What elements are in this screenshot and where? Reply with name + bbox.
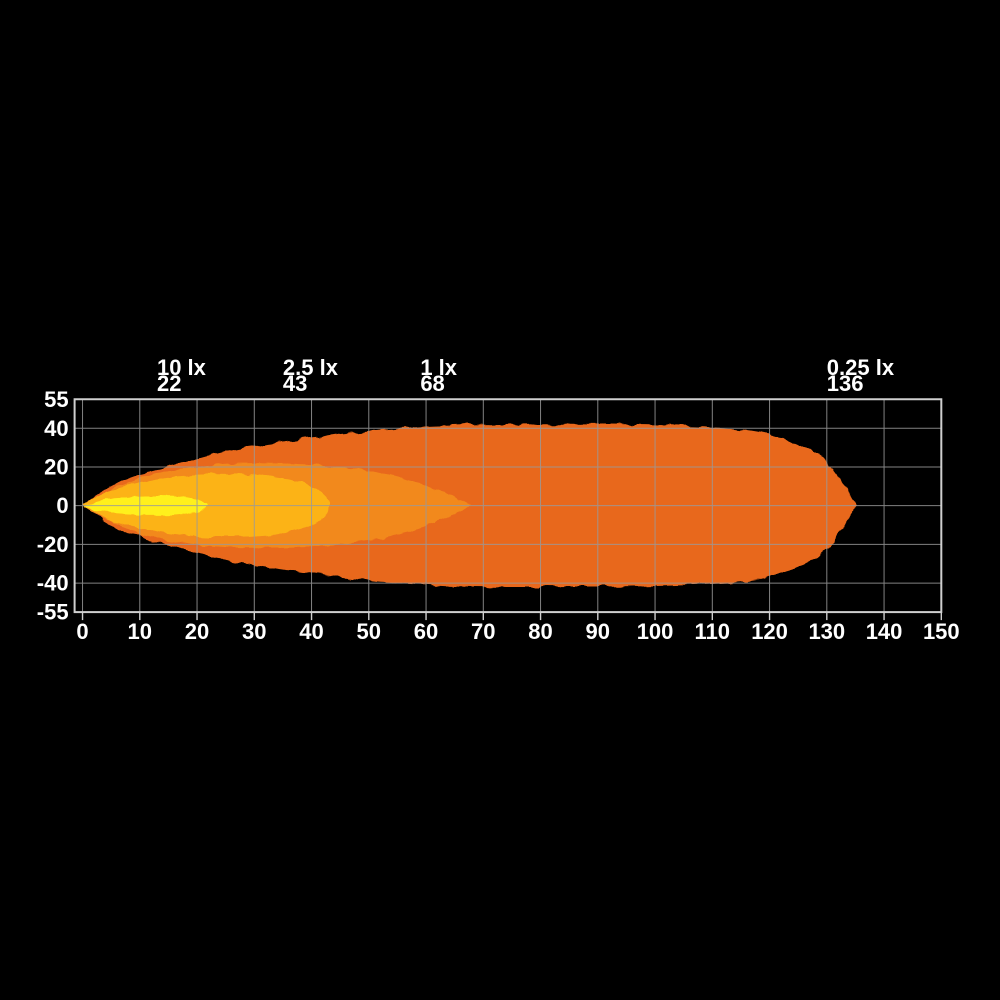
svg-text:50: 50	[357, 619, 381, 644]
svg-text:60: 60	[414, 619, 438, 644]
svg-text:30: 30	[242, 619, 266, 644]
svg-text:80: 80	[528, 619, 552, 644]
svg-text:100: 100	[637, 619, 674, 644]
svg-text:136: 136	[827, 371, 864, 396]
svg-text:-55: -55	[37, 600, 69, 625]
svg-text:20: 20	[44, 454, 68, 479]
svg-text:55: 55	[44, 387, 68, 412]
svg-text:130: 130	[808, 619, 845, 644]
svg-text:70: 70	[471, 619, 495, 644]
svg-text:-20: -20	[37, 532, 69, 557]
svg-text:-40: -40	[37, 571, 69, 596]
svg-text:10: 10	[128, 619, 152, 644]
svg-text:40: 40	[299, 619, 323, 644]
svg-text:0: 0	[56, 493, 68, 518]
svg-text:120: 120	[751, 619, 788, 644]
svg-text:140: 140	[866, 619, 903, 644]
svg-text:20: 20	[185, 619, 209, 644]
svg-text:43: 43	[283, 371, 307, 396]
svg-text:90: 90	[586, 619, 610, 644]
svg-text:0: 0	[76, 619, 88, 644]
svg-text:110: 110	[695, 619, 731, 644]
svg-text:68: 68	[420, 371, 444, 396]
svg-text:40: 40	[44, 416, 68, 441]
svg-text:150: 150	[923, 619, 960, 644]
svg-text:22: 22	[157, 371, 181, 396]
